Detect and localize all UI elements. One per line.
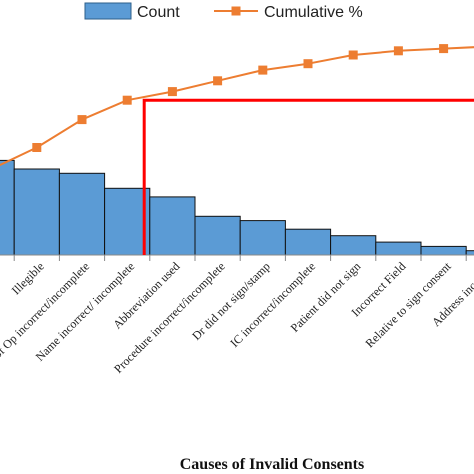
legend-count-swatch [84, 2, 132, 20]
legend-cumulative-swatch-marker [231, 6, 241, 16]
cumulative-marker-4 [122, 95, 132, 105]
bar-9 [330, 235, 377, 256]
bar-2 [13, 168, 60, 256]
bar-10 [375, 241, 422, 256]
bar-3 [58, 172, 106, 256]
x-axis-title: Causes of Invalid Consents [180, 456, 364, 473]
x-ticks [13, 255, 467, 261]
cumulative-marker-5 [167, 87, 177, 97]
bar-8 [284, 228, 332, 256]
x-tick-label-8: IC incorrect/incomplete [227, 259, 318, 350]
cumulative-line [0, 46, 474, 167]
cumulative-marker-8 [303, 59, 313, 69]
bar-1 [0, 159, 15, 256]
cumulative-marker-2 [32, 143, 42, 152]
bar-7 [239, 220, 286, 256]
count-bars [0, 159, 474, 256]
x-tick-label-7: Dr did not sign/stamp [189, 259, 273, 343]
cumulative-marker-6 [213, 76, 223, 86]
legend-count-label: Count [137, 4, 180, 21]
cumulative-marker-3 [77, 115, 87, 125]
x-tick-label-11: Relative to sign consent [363, 259, 455, 351]
bar-6 [194, 215, 241, 256]
cumulative-marker-9 [348, 50, 358, 60]
bar-5 [149, 196, 196, 256]
bar-11 [420, 245, 467, 256]
legend-cumulative-label: Cumulative % [264, 4, 363, 21]
x-tick-label-2: Illegible [9, 259, 47, 297]
cumulative-marker-11 [439, 44, 449, 54]
x-tick-label-1: Incomplete [0, 259, 2, 307]
pareto-80-line [142, 98, 474, 255]
x-tick-labels: IncompleteIllegibleType of Op incorrect/… [0, 259, 474, 380]
bar-4 [104, 187, 151, 256]
bar-12 [465, 250, 474, 256]
cumulative-marker-10 [393, 46, 403, 56]
pareto-annotation [142, 98, 474, 255]
cumulative-marker-7 [258, 65, 268, 75]
legend: Count Cumulative % [84, 2, 363, 21]
cumulative-line-series [0, 44, 474, 167]
